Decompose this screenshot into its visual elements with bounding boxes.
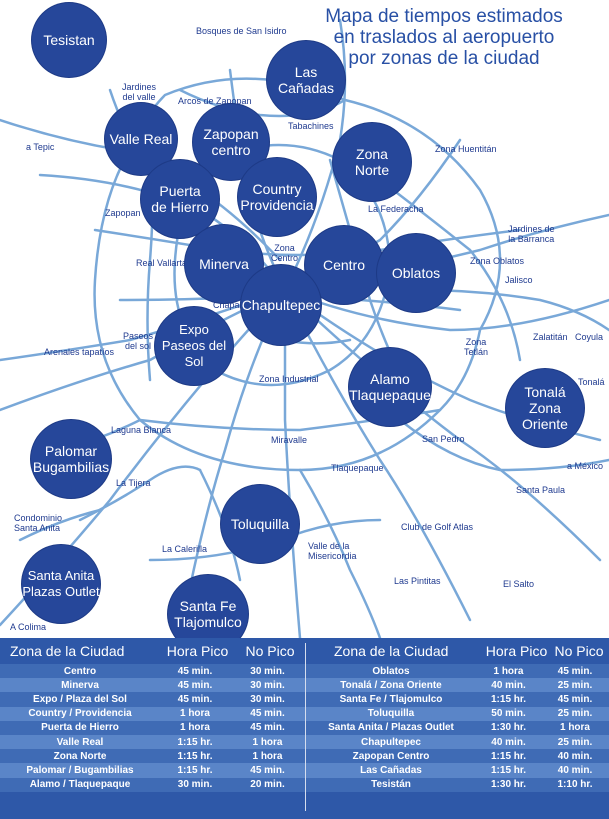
place-label: Santa Paula: [516, 485, 566, 495]
place-label: Bosques de San Isidro: [196, 26, 287, 36]
table-row: Toluquilla 50 min. 25 min.: [306, 706, 609, 721]
table-row: Tesistán 1:30 hr. 1:10 hr.: [306, 777, 609, 792]
header-peak: Hora Pico: [166, 643, 229, 659]
place-label: Zona Huentitán: [435, 144, 497, 154]
zone-las-canadas[interactable]: Las Cañadas: [267, 41, 345, 119]
times-table: Zona de la Ciudad Hora Pico No Pico Cent…: [0, 638, 609, 819]
table-row: Minerva 45 min. 30 min.: [0, 678, 305, 693]
table-row: Santa Fe / Tlajomulco 1:15 hr. 45 min.: [306, 692, 609, 707]
table-row: Santa Anita / Plazas Outlet 1:30 hr. 1 hor…: [306, 720, 609, 735]
place-label: Laguna Blanca: [111, 425, 172, 435]
table-row: Tonalá / Zona Oriente 40 min. 25 min.: [306, 678, 609, 693]
zone-expo-paseos-del-sol[interactable]: Expo Paseos del Sol: [155, 307, 233, 385]
zone-palomar-bugambilias[interactable]: Palomar Bugambilias: [31, 420, 111, 498]
place-label: Coyula: [575, 332, 604, 342]
place-label: Zapopan: [105, 208, 141, 218]
zone-zona-norte[interactable]: Zona Norte: [333, 123, 411, 201]
place-label: Club de Golf Atlas: [401, 522, 474, 532]
place-label: La Calerilla: [162, 544, 208, 554]
table-row: Centro 45 min. 30 min.: [0, 664, 305, 679]
zone-santa-anita-plazas-outlet[interactable]: Santa Anita Plazas Outlet: [22, 545, 100, 623]
table-row: Zapopan Centro 1:15 hr. 40 min.: [306, 749, 609, 764]
header-offpeak: No Pico: [245, 643, 295, 659]
header-zone: Zona de la Ciudad: [334, 643, 449, 659]
map-area: Mapa de tiempos estimados en traslados a…: [0, 3, 609, 653]
place-label: A Colima: [10, 622, 47, 632]
place-label: Jardines del valle: [122, 82, 157, 102]
place-label: Jardines de la Barranca: [508, 224, 555, 244]
table-header: Zona de la Ciudad Hora Pico No Pico: [306, 638, 609, 664]
table-row: Country / Providencia 1 hora 45 min.: [0, 706, 305, 721]
times-table-right: Zona de la Ciudad Hora Pico No Pico Obla…: [306, 638, 609, 792]
place-label: Condominio Santa Anita: [14, 513, 63, 533]
table-row: Expo / Plaza del Sol 45 min. 30 min.: [0, 692, 305, 707]
place-label: a México: [567, 461, 604, 471]
times-table-left: Zona de la Ciudad Hora Pico No Pico Cent…: [0, 638, 305, 792]
table-row: Puerta de Hierro 1 hora 45 min.: [0, 720, 305, 735]
place-label: Chapalita: [213, 300, 252, 310]
place-label: La Tijera: [116, 478, 151, 488]
header-zone: Zona de la Ciudad: [10, 643, 125, 659]
table-divider: [305, 643, 306, 811]
place-label: El Salto: [503, 579, 535, 589]
header-offpeak: No Pico: [554, 643, 604, 659]
place-label: Las Pintitas: [394, 576, 441, 586]
zone-toluquilla[interactable]: Toluquilla: [221, 485, 299, 563]
zone-chapultepec[interactable]: Chapultepec: [241, 265, 321, 345]
place-label: Zona Centro: [271, 243, 299, 263]
place-label: Tabachines: [288, 121, 334, 131]
place-label: Jalisco: [505, 275, 533, 285]
table-row: Las Cañadas 1:15 hr. 40 min.: [306, 763, 609, 778]
table-header: Zona de la Ciudad Hora Pico No Pico: [0, 638, 305, 664]
place-label: Zalatitán: [533, 332, 568, 342]
zone-tonala-zona-oriente[interactable]: Tonalá Zona Oriente: [506, 369, 584, 447]
place-label: San Pedro: [422, 434, 465, 444]
table-row: Chapultepec 40 min. 25 min.: [306, 734, 609, 750]
zone-puerta-de-hierro[interactable]: Puerta de Hierro: [141, 160, 219, 238]
table-row: Valle Real 1:15 hr. 1 hora: [0, 734, 305, 750]
place-label: Tlaquepaque: [331, 463, 384, 473]
place-label: Arenales tapatíos: [44, 347, 115, 357]
place-label: Paseos del sol: [123, 331, 154, 351]
table-row: Palomar / Bugambilias 1:15 hr. 45 min.: [0, 763, 305, 778]
zone-country-providencia[interactable]: Country Providencia: [238, 158, 316, 236]
place-label: a Tepic: [26, 142, 55, 152]
place-label: Valle de la Misericordia: [308, 541, 357, 561]
table-row: Oblatos 1 hora 45 min.: [306, 664, 609, 679]
zone-oblatos[interactable]: Oblatos: [377, 234, 455, 312]
zone-alamo-tlaquepaque[interactable]: Alamo Tlaquepaque: [349, 348, 431, 426]
place-label: Tonalá: [578, 377, 605, 387]
table-row: Alamo / Tlaquepaque 30 min. 20 min.: [0, 777, 305, 792]
table-row: Zona Norte 1:15 hr. 1 hora: [0, 749, 305, 764]
map-title: Mapa de tiempos estimados en traslados a…: [325, 6, 563, 69]
place-label: La Federacha: [368, 204, 424, 214]
place-label: Zona Oblatos: [470, 256, 525, 266]
place-label: Zona Tetlán: [464, 337, 489, 357]
place-label: Real Vallarta: [136, 258, 187, 268]
header-peak: Hora Pico: [485, 643, 548, 659]
place-label: Zona Industrial: [259, 374, 319, 384]
place-label: Miravalle: [271, 435, 308, 445]
place-label: Arcos de Zapopan: [178, 96, 252, 106]
zone-tesistan[interactable]: Tesistan: [32, 3, 106, 77]
